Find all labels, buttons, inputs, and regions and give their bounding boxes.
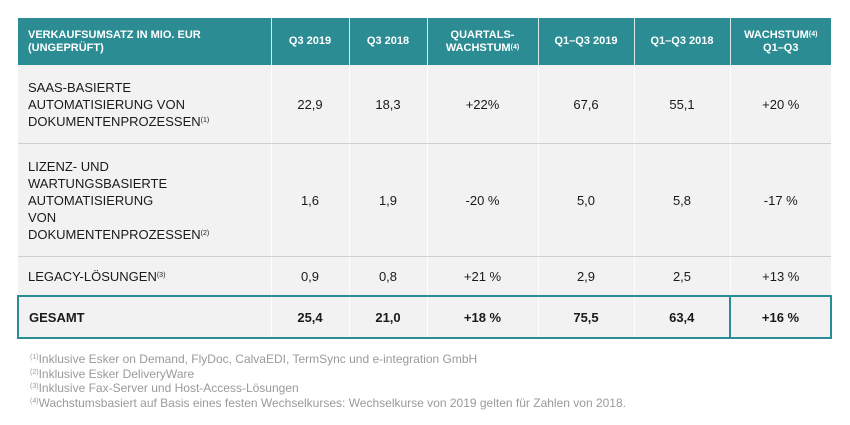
cell-value: 67,6 [538,65,635,144]
cell-value: 0,8 [349,256,428,297]
cell-value: +20 % [730,65,831,144]
row-label: LEGACY-LÖSUNGEN(3) [18,256,272,297]
cell-value: 22,9 [271,65,350,144]
table-row-saas: SAAS-BASIERTE AUTOMATISIERUNG VON DOKUME… [18,65,831,144]
total-value: 75,5 [538,295,635,339]
cell-value: +13 % [730,256,831,297]
header-cell-q3-2019: Q3 2019 [271,18,350,65]
footnotes: (1)Inklusive Esker on Demand, FlyDoc, Ca… [30,352,626,410]
footnote-3: (3)Inklusive Fax-Server und Host-Access-… [30,381,299,395]
cell-value: 55,1 [634,65,731,144]
footnote-1: (1)Inklusive Esker on Demand, FlyDoc, Ca… [30,352,478,366]
cell-value: 2,9 [538,256,635,297]
cell-value: 0,9 [271,256,350,297]
total-value: 63,4 [634,295,731,339]
revenue-table: VERKAUFSUMSATZ IN MIO. EUR (UNGEPRÜFT) Q… [17,18,832,339]
table-row-legacy: LEGACY-LÖSUNGEN(3) 0,9 0,8 +21 % 2,9 2,5… [18,256,831,297]
header-cell-growth-q1q3: WACHSTUM(4) Q1–Q3 [730,18,831,65]
footnote-2: (2)Inklusive Esker DeliveryWare [30,366,195,381]
cell-value: +21 % [427,256,539,297]
header-cell-label: VERKAUFSUMSATZ IN MIO. EUR (UNGEPRÜFT) [18,18,272,65]
cell-value: 18,3 [349,65,428,144]
total-value: 25,4 [271,295,350,339]
cell-value: +22% [427,65,539,144]
header-row: VERKAUFSUMSATZ IN MIO. EUR (UNGEPRÜFT) Q… [18,18,831,65]
row-label: SAAS-BASIERTE AUTOMATISIERUNG VON DOKUME… [18,65,272,144]
header-cell-quarter-growth: QUARTALS- WACHSTUM(4) [427,18,539,65]
total-label: GESAMT [17,295,272,339]
footnote-4: (4)Wachstumsbasiert auf Basis eines fest… [30,395,626,410]
header-cell-q1q3-2018: Q1–Q3 2018 [634,18,731,65]
total-growth-value: +16 % [729,295,832,339]
cell-value: 5,0 [538,143,635,257]
cell-value: 2,5 [634,256,731,297]
header-cell-q3-2018: Q3 2018 [349,18,428,65]
cell-value: 1,6 [271,143,350,257]
total-value: +18 % [427,295,539,339]
cell-value: -20 % [427,143,539,257]
table-row-total: GESAMT 25,4 21,0 +18 % 75,5 63,4 +16 % [17,295,832,339]
table-row-license: LIZENZ- UND WARTUNGSBASIERTE AUTOMATISIE… [18,143,831,257]
total-value: 21,0 [349,295,428,339]
cell-value: -17 % [730,143,831,257]
cell-value: 1,9 [349,143,428,257]
header-cell-q1q3-2019: Q1–Q3 2019 [538,18,635,65]
cell-value: 5,8 [634,143,731,257]
row-label: LIZENZ- UND WARTUNGSBASIERTE AUTOMATISIE… [18,143,272,257]
